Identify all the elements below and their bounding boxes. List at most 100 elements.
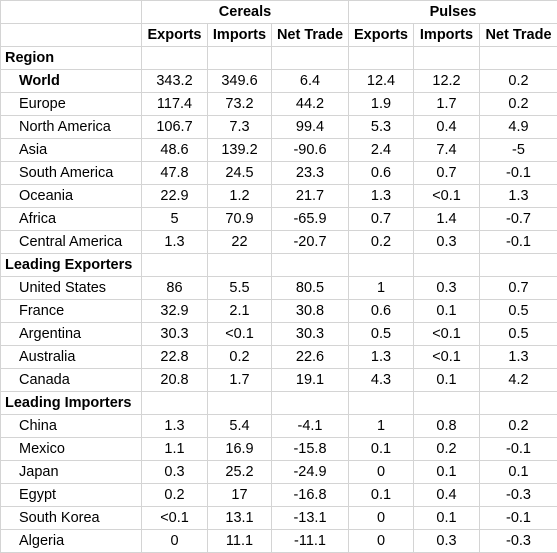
column-header: Net Trade (271, 23, 349, 47)
table-cell: 16.9 (207, 437, 272, 461)
empty-cell (207, 391, 272, 415)
table-cell: 139.2 (207, 138, 272, 162)
table-cell: 1 (348, 414, 414, 438)
table-cell: 0.5 (348, 322, 414, 346)
column-header: Exports (141, 23, 208, 47)
table-cell: -0.1 (478, 230, 557, 254)
table-cell: 1.7 (413, 92, 480, 116)
table-cell: 25.2 (207, 460, 272, 484)
table-cell: -0.3 (478, 483, 557, 507)
table-cell: 73.2 (207, 92, 272, 116)
table-cell: 0.7 (478, 276, 557, 300)
table-cell: 47.8 (141, 161, 208, 185)
table-cell: <0.1 (141, 506, 208, 530)
table-cell: <0.1 (207, 322, 272, 346)
table-cell: 5 (141, 207, 208, 231)
table-cell: 349.6 (207, 69, 272, 93)
column-header: Exports (348, 23, 414, 47)
row-label: South America (0, 161, 142, 185)
table-cell: 0.1 (478, 460, 557, 484)
table-cell: 21.7 (271, 184, 349, 208)
table-cell: 13.1 (207, 506, 272, 530)
table-cell: 1 (348, 276, 414, 300)
section-title: Region (0, 46, 142, 70)
table-cell: 48.6 (141, 138, 208, 162)
table-cell: 70.9 (207, 207, 272, 231)
table-cell: 1.2 (207, 184, 272, 208)
empty-cell (271, 391, 349, 415)
table-row: Africa 5 70.9 -65.9 0.7 1.4 -0.7 (0, 207, 557, 231)
table-cell: 0.6 (348, 299, 414, 323)
table-cell: 0.2 (207, 345, 272, 369)
table-row: Mexico 1.1 16.9 -15.8 0.1 0.2 -0.1 (0, 437, 557, 461)
table-row: China 1.3 5.4 -4.1 1 0.8 0.2 (0, 414, 557, 438)
column-header-row: Exports Imports Net Trade Exports Import… (0, 23, 557, 47)
table-cell: -90.6 (271, 138, 349, 162)
table-cell: -0.1 (478, 437, 557, 461)
table-row: Australia 22.8 0.2 22.6 1.3 <0.1 1.3 (0, 345, 557, 369)
table-cell: 5.3 (348, 115, 414, 139)
group-header-pulses: Pulses (347, 0, 557, 24)
table-cell: <0.1 (413, 184, 480, 208)
column-header: Imports (413, 23, 480, 47)
table-cell: 86 (141, 276, 208, 300)
table-row: Egypt 0.2 17 -16.8 0.1 0.4 -0.3 (0, 483, 557, 507)
table-cell: 22.8 (141, 345, 208, 369)
table-cell: 106.7 (141, 115, 208, 139)
empty-cell (348, 46, 414, 70)
table-cell: -15.8 (271, 437, 349, 461)
table-cell: 0.2 (478, 69, 557, 93)
table-cell: 6.4 (271, 69, 349, 93)
empty-cell (478, 391, 557, 415)
table-cell: 22.9 (141, 184, 208, 208)
column-header: Net Trade (478, 23, 557, 47)
table-cell: 2.4 (348, 138, 414, 162)
table-cell: -0.7 (478, 207, 557, 231)
table-cell: 19.1 (271, 368, 349, 392)
table-cell: 1.3 (348, 184, 414, 208)
table-row: South America 47.8 24.5 23.3 0.6 0.7 -0.1 (0, 161, 557, 185)
table-cell: -0.1 (478, 161, 557, 185)
empty-cell (207, 253, 272, 277)
table-cell: 0 (141, 529, 208, 553)
table-cell: 0 (348, 529, 414, 553)
empty-cell (141, 391, 208, 415)
table-cell: 0.1 (413, 460, 480, 484)
table-row: Oceania 22.9 1.2 21.7 1.3 <0.1 1.3 (0, 184, 557, 208)
table-cell: 0.8 (413, 414, 480, 438)
table-cell: 2.1 (207, 299, 272, 323)
table-cell: -65.9 (271, 207, 349, 231)
table-cell: 4.9 (478, 115, 557, 139)
table-cell: 1.3 (348, 345, 414, 369)
table-cell: -0.1 (478, 506, 557, 530)
table-row: World 343.2 349.6 6.4 12.4 12.2 0.2 (0, 69, 557, 93)
table-cell: -11.1 (271, 529, 349, 553)
table-cell: 23.3 (271, 161, 349, 185)
group-header-cereals: Cereals (141, 0, 349, 24)
table-row: United States 86 5.5 80.5 1 0.3 0.7 (0, 276, 557, 300)
row-label: Algeria (0, 529, 142, 553)
table-cell: 0.4 (413, 115, 480, 139)
empty-cell (413, 46, 480, 70)
table-cell: 0.4 (413, 483, 480, 507)
table-cell: 32.9 (141, 299, 208, 323)
table-cell: -24.9 (271, 460, 349, 484)
table-cell: 5.4 (207, 414, 272, 438)
table-cell: -13.1 (271, 506, 349, 530)
table-row: Japan 0.3 25.2 -24.9 0 0.1 0.1 (0, 460, 557, 484)
corner-cell (0, 23, 142, 47)
table-row: Argentina 30.3 <0.1 30.3 0.5 <0.1 0.5 (0, 322, 557, 346)
table-cell: 22.6 (271, 345, 349, 369)
table-cell: 0.3 (413, 230, 480, 254)
table-cell: 12.2 (413, 69, 480, 93)
group-header-row: Cereals Pulses (0, 0, 557, 24)
row-label: South Korea (0, 506, 142, 530)
row-label: Mexico (0, 437, 142, 461)
row-label: Argentina (0, 322, 142, 346)
table-row: Asia 48.6 139.2 -90.6 2.4 7.4 -5 (0, 138, 557, 162)
table-cell: 4.3 (348, 368, 414, 392)
row-label: China (0, 414, 142, 438)
table-cell: -20.7 (271, 230, 349, 254)
table-cell: 30.3 (141, 322, 208, 346)
empty-cell (271, 46, 349, 70)
